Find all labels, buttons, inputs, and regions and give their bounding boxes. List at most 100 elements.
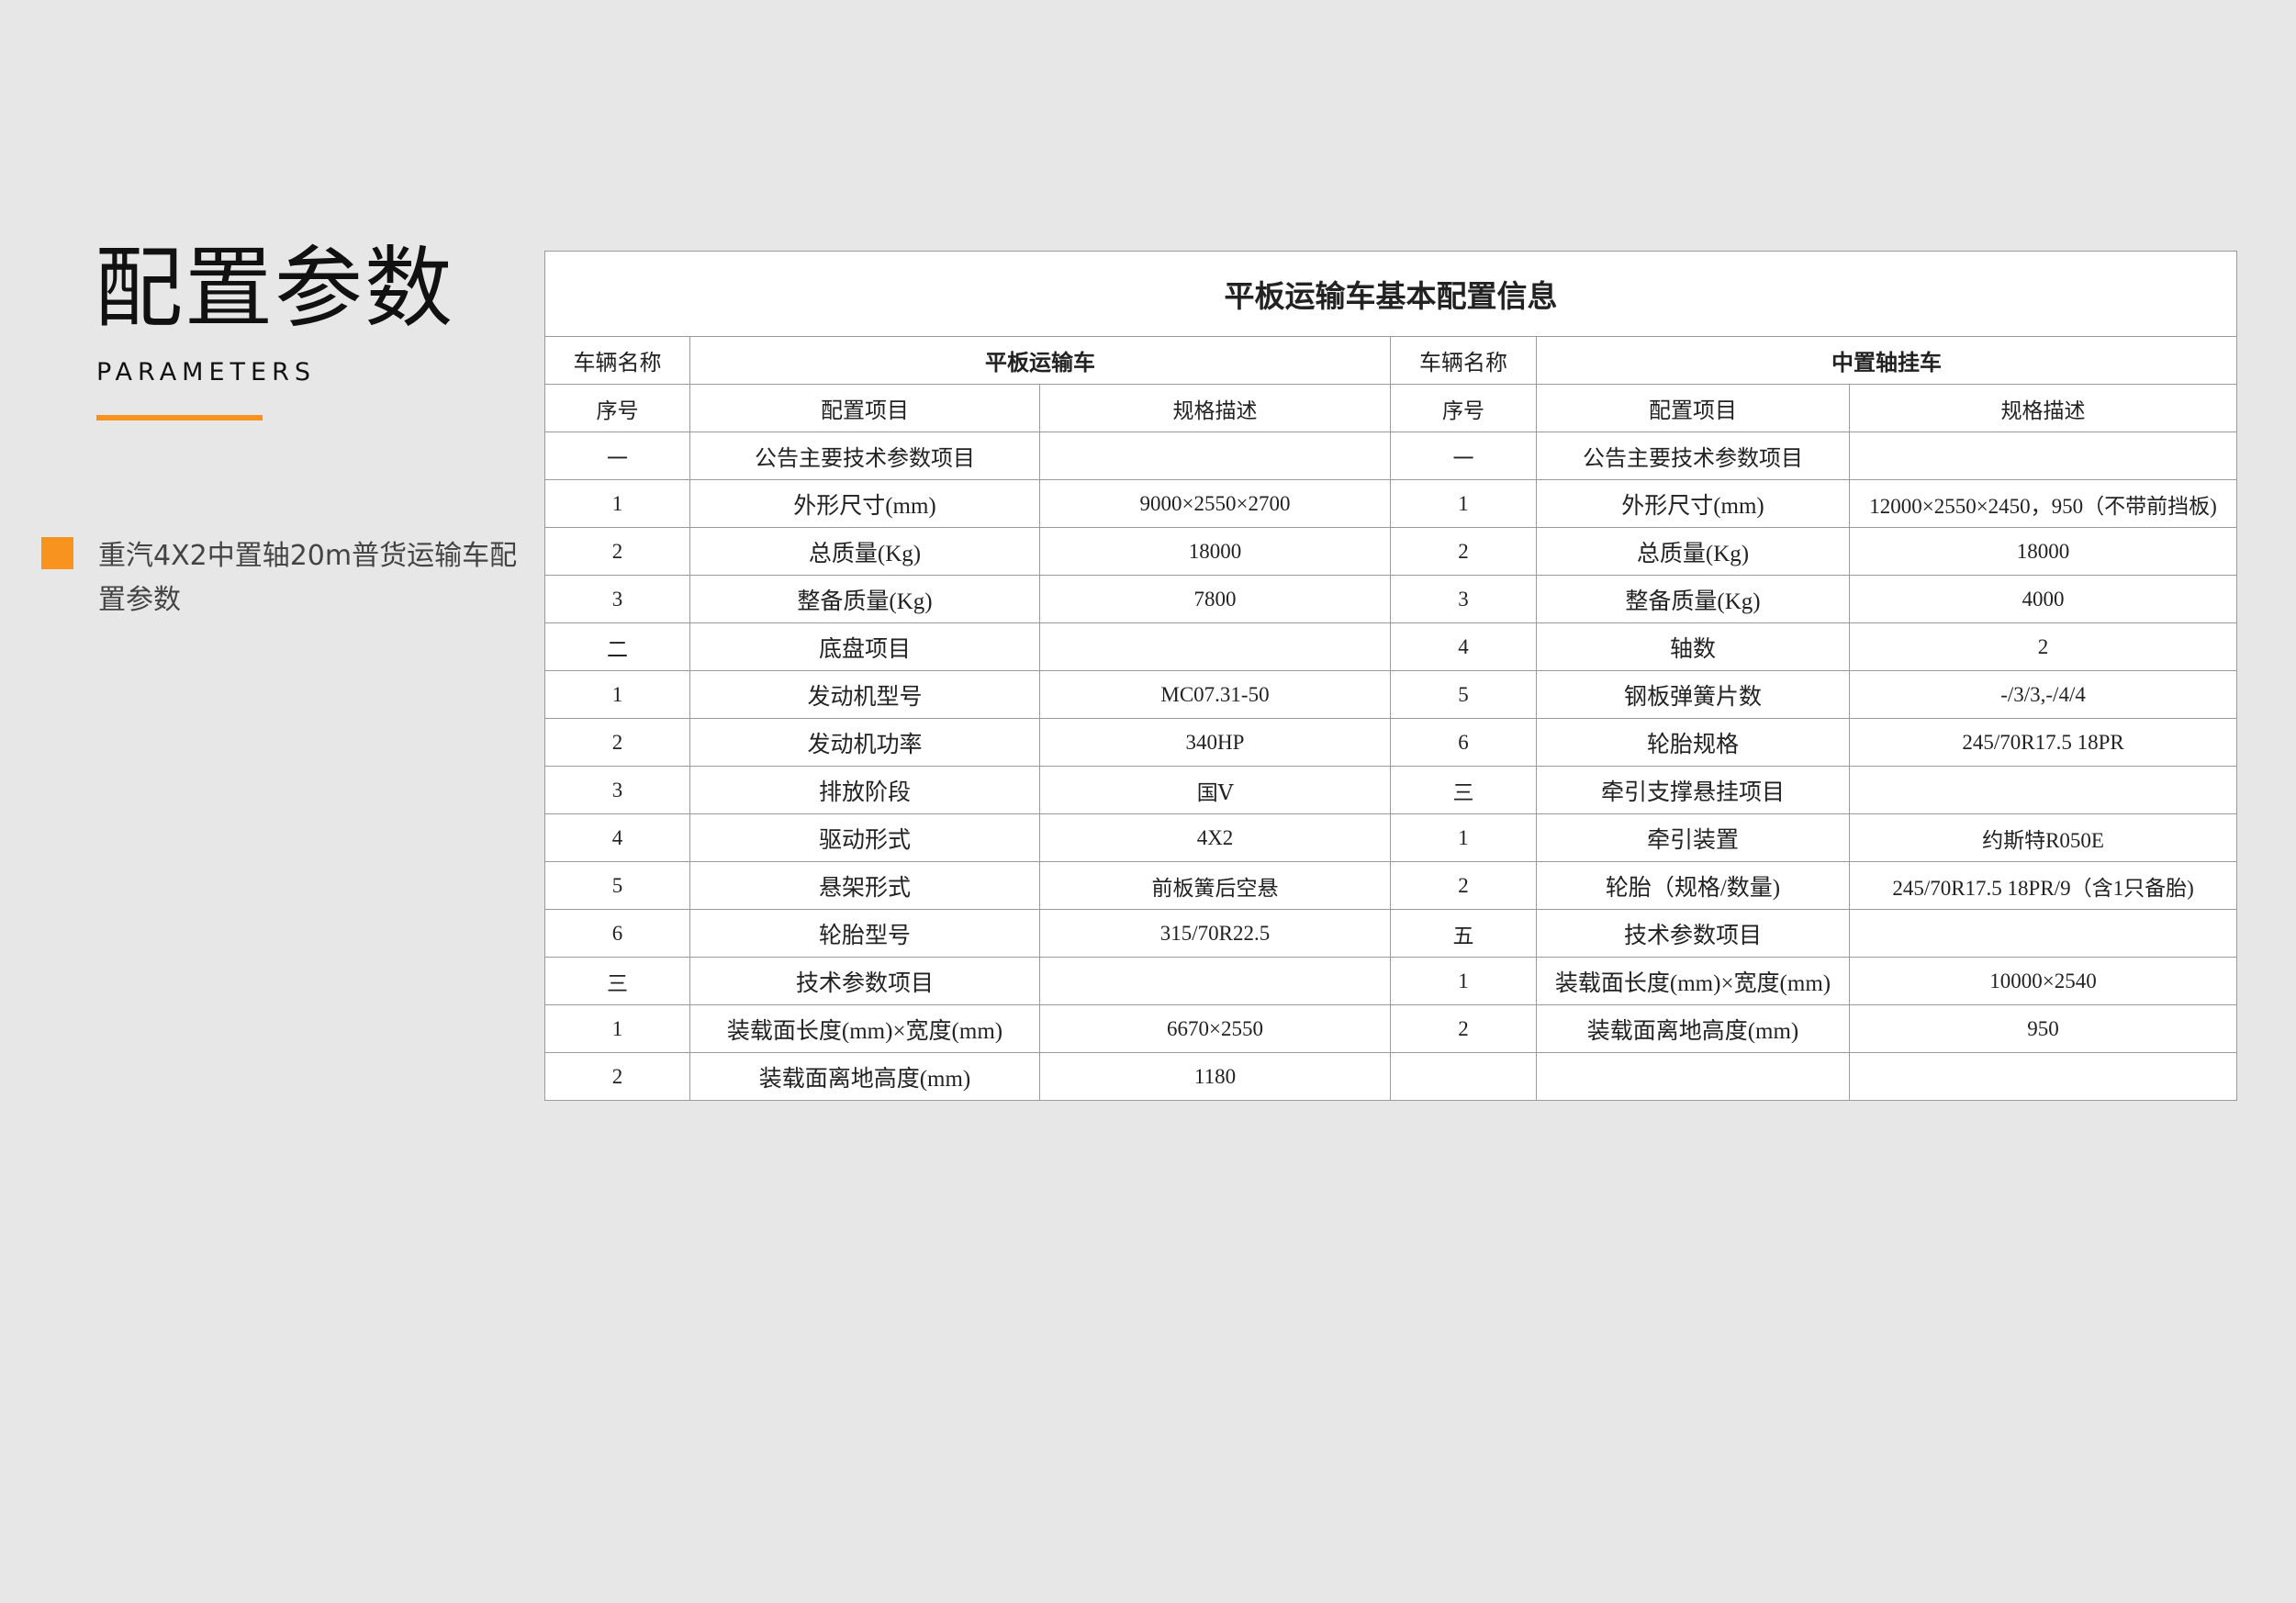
table-row: 1 外形尺寸(mm) 9000×2550×2700 1 外形尺寸(mm) 12000×25… <box>544 479 2238 528</box>
right-seq-cell: 1 <box>1390 813 1537 862</box>
right-seq-cell: 5 <box>1390 670 1537 719</box>
right-spec-cell: 10000×2540 <box>1848 957 2238 1005</box>
column-header-row: 序号 配置项目 规格描述 序号 配置项目 规格描述 <box>544 384 2238 432</box>
right-spec-cell: 12000×2550×2450，950（不带前挡板) <box>1848 479 2238 528</box>
right-item-cell: 整备质量(Kg) <box>1536 575 1850 623</box>
left-item-cell: 外形尺寸(mm) <box>689 479 1040 528</box>
table-row: 2 发动机功率 340HP 6 轮胎规格 245/70R17.5 18PR <box>544 718 2238 767</box>
left-spec-cell: 1180 <box>1039 1052 1391 1101</box>
right-spec-cell: 4000 <box>1848 575 2238 623</box>
table-row: 6 轮胎型号 315/70R22.5 五技术参数项目 <box>544 909 2238 958</box>
table-row: 一公告主要技术参数项目一公告主要技术参数项目 <box>544 432 2238 480</box>
left-seq-cell: 一 <box>544 432 690 480</box>
model-label: 重汽4X2中置轴20m普货运输车配置参数 <box>98 540 518 616</box>
table-row: 2 总质量(Kg) 18000 2 总质量(Kg) 18000 <box>544 527 2238 576</box>
right-seq-cell <box>1390 1052 1537 1101</box>
right-spec-cell: 245/70R17.5 18PR/9（含1只备胎) <box>1848 861 2238 910</box>
bullet-square-icon <box>41 537 73 569</box>
right-spec-cell: 2 <box>1848 622 2238 671</box>
right-seq-cell: 一 <box>1390 432 1537 480</box>
left-spec-cell: 国Ⅴ <box>1039 766 1391 814</box>
right-item-cell: 公告主要技术参数项目 <box>1536 432 1850 480</box>
left-spec-cell: 18000 <box>1039 527 1391 576</box>
right-spec-cell: 18000 <box>1848 527 2238 576</box>
page-subtitle: PARAMETERS <box>96 358 316 387</box>
left-seq-cell: 2 <box>544 1052 690 1101</box>
right-item-cell: 轮胎规格 <box>1536 718 1850 767</box>
left-spec-cell: 6670×2550 <box>1039 1004 1391 1053</box>
left-spec-cell <box>1039 432 1391 480</box>
left-seq-cell: 3 <box>544 766 690 814</box>
vehicle-name-label: 车辆名称 <box>544 336 690 385</box>
left-spec-cell: 340HP <box>1039 718 1391 767</box>
col-header-item: 配置项目 <box>689 384 1040 432</box>
table-row: 1 发动机型号 MC07.31-50 5 钢板弹簧片数 -/3/3,-/4/4 <box>544 670 2238 719</box>
right-item-cell: 装载面离地高度(mm) <box>1536 1004 1850 1053</box>
left-seq-cell: 二 <box>544 622 690 671</box>
col-header-spec: 规格描述 <box>1848 384 2238 432</box>
right-item-cell: 轮胎（规格/数量) <box>1536 861 1850 910</box>
table-row: 4 驱动形式 4X2 1 牵引装置 约斯特R050E <box>544 813 2238 862</box>
table-row: 3 排放阶段 国Ⅴ 三牵引支撑悬挂项目 <box>544 766 2238 814</box>
table-title-row: 平板运输车基本配置信息 <box>543 251 2238 337</box>
table-row: 3 整备质量(Kg) 7800 3 整备质量(Kg) 4000 <box>544 575 2238 623</box>
left-item-cell: 底盘项目 <box>689 622 1040 671</box>
right-spec-cell: 约斯特R050E <box>1848 813 2238 862</box>
col-header-item: 配置项目 <box>1536 384 1850 432</box>
left-item-cell: 装载面离地高度(mm) <box>689 1052 1040 1101</box>
table-row: 三技术参数项目 1 装载面长度(mm)×宽度(mm) 10000×2540 <box>544 957 2238 1005</box>
left-item-cell: 轮胎型号 <box>689 909 1040 958</box>
left-item-cell: 排放阶段 <box>689 766 1040 814</box>
left-item-cell: 发动机功率 <box>689 718 1040 767</box>
vehicle-name-label: 车辆名称 <box>1390 336 1537 385</box>
right-seq-cell: 6 <box>1390 718 1537 767</box>
right-seq-cell: 2 <box>1390 527 1537 576</box>
table-row: 1 装载面长度(mm)×宽度(mm) 6670×2550 2 装载面离地高度(mm) 95… <box>544 1004 2238 1053</box>
vehicle-name-row: 车辆名称 平板运输车 车辆名称 中置轴挂车 <box>544 336 2238 385</box>
right-seq-cell: 五 <box>1390 909 1537 958</box>
left-item-cell: 装载面长度(mm)×宽度(mm) <box>689 1004 1040 1053</box>
table-row: 二底盘项目 4 轴数 2 <box>544 622 2238 671</box>
left-item-cell: 驱动形式 <box>689 813 1040 862</box>
right-seq-cell: 2 <box>1390 861 1537 910</box>
right-seq-cell: 三 <box>1390 766 1537 814</box>
right-seq-cell: 2 <box>1390 1004 1537 1053</box>
left-seq-cell: 4 <box>544 813 690 862</box>
left-spec-cell: 9000×2550×2700 <box>1039 479 1391 528</box>
right-spec-cell: -/3/3,-/4/4 <box>1848 670 2238 719</box>
left-item-cell: 发动机型号 <box>689 670 1040 719</box>
right-spec-cell <box>1848 432 2238 480</box>
accent-divider <box>96 415 263 420</box>
left-item-cell: 总质量(Kg) <box>689 527 1040 576</box>
left-spec-cell: MC07.31-50 <box>1039 670 1391 719</box>
right-spec-cell: 245/70R17.5 18PR <box>1848 718 2238 767</box>
left-seq-cell: 2 <box>544 527 690 576</box>
left-vehicle-name: 平板运输车 <box>689 336 1391 385</box>
left-item-cell: 技术参数项目 <box>689 957 1040 1005</box>
page-title: 配置参数 <box>95 237 454 340</box>
col-header-seq: 序号 <box>544 384 690 432</box>
left-seq-cell: 1 <box>544 479 690 528</box>
left-item-cell: 悬架形式 <box>689 861 1040 910</box>
right-seq-cell: 3 <box>1390 575 1537 623</box>
right-item-cell: 轴数 <box>1536 622 1850 671</box>
right-seq-cell: 1 <box>1390 957 1537 1005</box>
left-spec-cell: 315/70R22.5 <box>1039 909 1391 958</box>
table-row: 5 悬架形式 前板簧后空悬 2 轮胎（规格/数量) 245/70R17.5 18PR/9（… <box>544 861 2238 910</box>
left-spec-cell <box>1039 622 1391 671</box>
left-spec-cell: 7800 <box>1039 575 1391 623</box>
left-item-cell: 整备质量(Kg) <box>689 575 1040 623</box>
right-item-cell: 外形尺寸(mm) <box>1536 479 1850 528</box>
left-seq-cell: 2 <box>544 718 690 767</box>
config-table: 平板运输车基本配置信息 车辆名称 平板运输车 车辆名称 中置轴挂车 序号 配置项… <box>543 251 2238 1101</box>
right-spec-cell: 950 <box>1848 1004 2238 1053</box>
left-spec-cell <box>1039 957 1391 1005</box>
right-item-cell: 装载面长度(mm)×宽度(mm) <box>1536 957 1850 1005</box>
left-seq-cell: 6 <box>544 909 690 958</box>
left-item-cell: 公告主要技术参数项目 <box>689 432 1040 480</box>
right-item-cell: 钢板弹簧片数 <box>1536 670 1850 719</box>
right-seq-cell: 1 <box>1390 479 1537 528</box>
right-item-cell: 技术参数项目 <box>1536 909 1850 958</box>
table-row: 2 装载面离地高度(mm) 1180 <box>544 1052 2238 1101</box>
right-vehicle-name: 中置轴挂车 <box>1535 336 2238 385</box>
